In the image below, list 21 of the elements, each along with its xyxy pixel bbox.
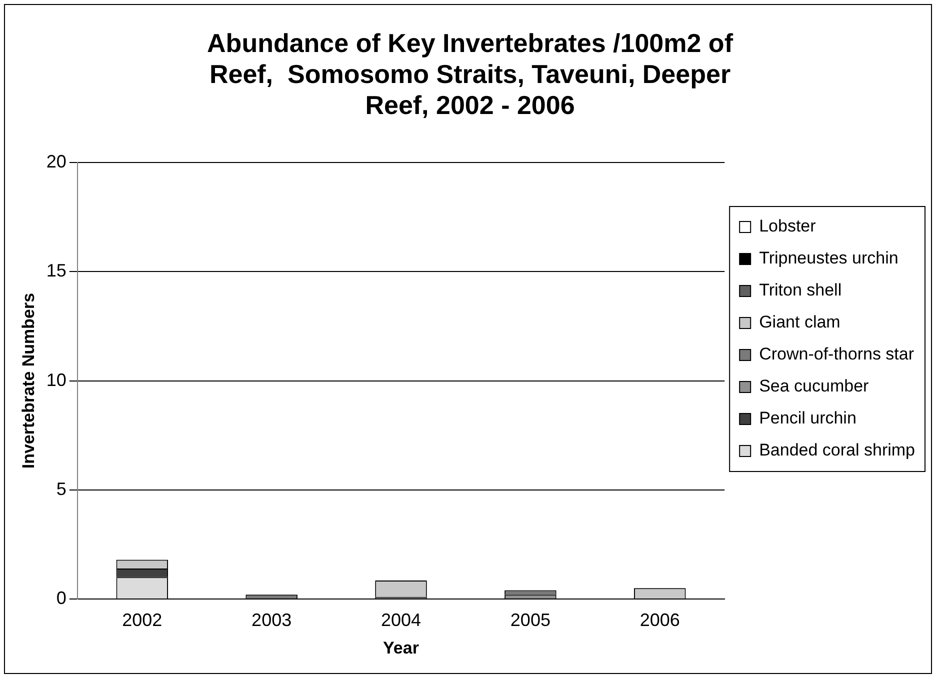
y-axis-title: Invertebrate Numbers xyxy=(18,292,38,469)
x-axis-title: Year xyxy=(383,638,420,658)
y-tick-label: 15 xyxy=(46,260,66,281)
y-tick-label: 20 xyxy=(46,152,66,172)
legend-label: Crown-of-thorns star xyxy=(759,344,914,364)
y-tick-label: 5 xyxy=(56,478,66,499)
x-tick-label: 2002 xyxy=(122,610,162,630)
y-tick-label: 10 xyxy=(46,370,66,390)
legend-label: Lobster xyxy=(759,216,816,236)
legend-label: Giant clam xyxy=(759,312,840,332)
legend-label: Banded coral shrimp xyxy=(759,440,916,460)
legend-label: Tripneustes urchin xyxy=(759,248,898,268)
legend-label: Sea cucumber xyxy=(759,376,870,396)
x-tick-label: 2005 xyxy=(510,610,550,630)
x-tick-label: 2003 xyxy=(252,610,292,630)
legend-label: Pencil urchin xyxy=(759,408,856,428)
y-tick-label: 0 xyxy=(56,588,66,608)
chart-title: Abundance of Key Invertebrates /100m2 of Reef, Somosomo Straits, Taveuni, Deeper Reef, 2002 - 2006 xyxy=(207,28,734,120)
x-tick-label: 2004 xyxy=(380,610,422,630)
x-tick-label: 2006 xyxy=(640,610,680,630)
legend-label: Triton shell xyxy=(759,280,842,300)
